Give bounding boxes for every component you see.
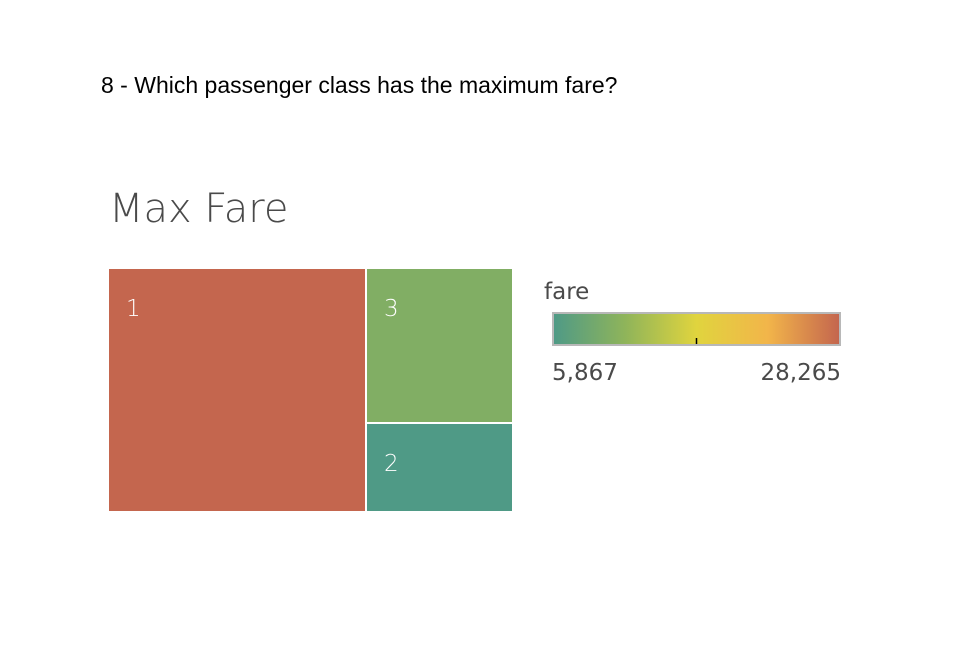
- treemap-rect-class-2[interactable]: [367, 424, 512, 511]
- treemap-cell[interactable]: 3: [367, 269, 512, 422]
- legend-title: fare: [544, 279, 589, 305]
- treemap-cell[interactable]: 2: [367, 424, 512, 511]
- treemap-cell[interactable]: 1: [109, 269, 365, 511]
- treemap-label: 2: [384, 451, 399, 477]
- treemap-chart: 1 3 2: [109, 269, 512, 511]
- color-legend: fare 5,867 28,265: [544, 279, 841, 386]
- treemap-rect-class-1[interactable]: [109, 269, 365, 511]
- legend-max-label: 28,265: [761, 360, 841, 386]
- chart-title: Max Fare: [109, 186, 289, 232]
- treemap-rect-class-3[interactable]: [367, 269, 512, 422]
- legend-min-label: 5,867: [552, 360, 618, 386]
- treemap-label: 3: [384, 296, 399, 322]
- question-text: 8 - Which passenger class has the maximu…: [101, 72, 618, 98]
- treemap-label: 1: [126, 296, 141, 322]
